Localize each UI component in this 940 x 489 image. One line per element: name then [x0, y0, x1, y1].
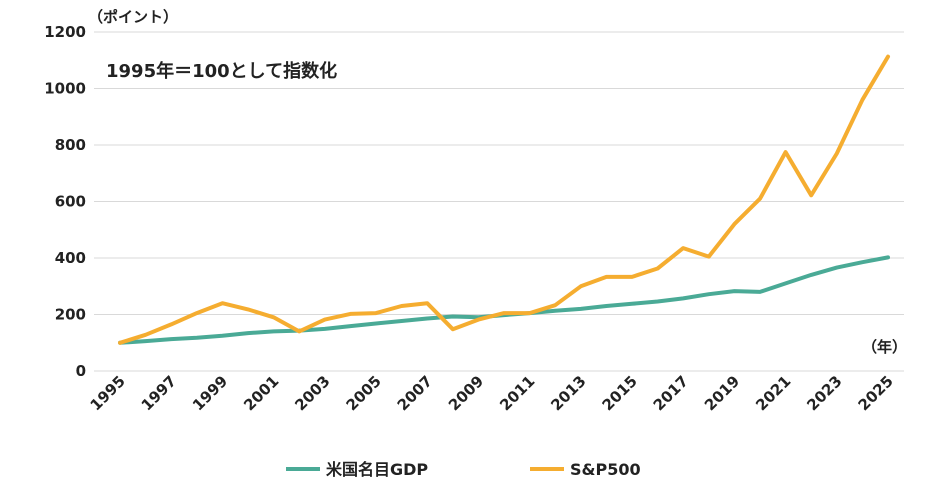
x-tick-label: 2023: [803, 372, 845, 414]
x-tick-label: 2025: [855, 372, 897, 414]
x-axis-unit: （年）: [862, 338, 907, 356]
y-tick-label: 1000: [44, 80, 86, 98]
legend-label-gdp: 米国名目GDP: [326, 460, 428, 479]
index-note: 1995年＝100として指数化: [106, 60, 337, 82]
x-axis-ticks: 1995 1997 1999 2001 2003 2005 2007 2009 2011 2013…: [87, 372, 897, 414]
x-tick-label: 1997: [138, 372, 180, 414]
x-tick-label: 2001: [240, 372, 282, 414]
y-tick-label: 400: [55, 249, 86, 267]
y-axis-ticks: 0 200 400 600 800 1000 1200: [44, 23, 86, 380]
x-tick-label: 2003: [291, 372, 333, 414]
x-tick-label: 2015: [599, 372, 641, 414]
series-line-sp500: [118, 54, 890, 345]
y-tick-label: 800: [55, 136, 86, 154]
legend-label-sp500: S&P500: [570, 460, 641, 479]
y-tick-label: 600: [55, 193, 86, 211]
y-tick-label: 0: [76, 362, 86, 380]
x-tick-label: 2021: [752, 372, 794, 414]
gridlines: [94, 31, 904, 372]
x-tick-label: 1995: [87, 372, 129, 414]
series-line-gdp: [118, 255, 890, 345]
x-tick-label: 2013: [547, 372, 589, 414]
x-tick-label: 2009: [445, 372, 487, 414]
y-tick-label: 1200: [44, 23, 86, 41]
x-tick-label: 2011: [496, 372, 538, 414]
series-lines: [118, 54, 890, 345]
x-tick-label: 2007: [394, 372, 436, 414]
x-tick-label: 2005: [343, 372, 385, 414]
x-tick-label: 2017: [650, 372, 692, 414]
x-tick-label: 1999: [189, 372, 231, 414]
y-axis-unit: （ポイント）: [88, 8, 178, 26]
x-tick-label: 2019: [701, 372, 743, 414]
y-tick-label: 200: [55, 306, 86, 324]
legend: 米国名目GDP S&P500: [286, 460, 641, 479]
